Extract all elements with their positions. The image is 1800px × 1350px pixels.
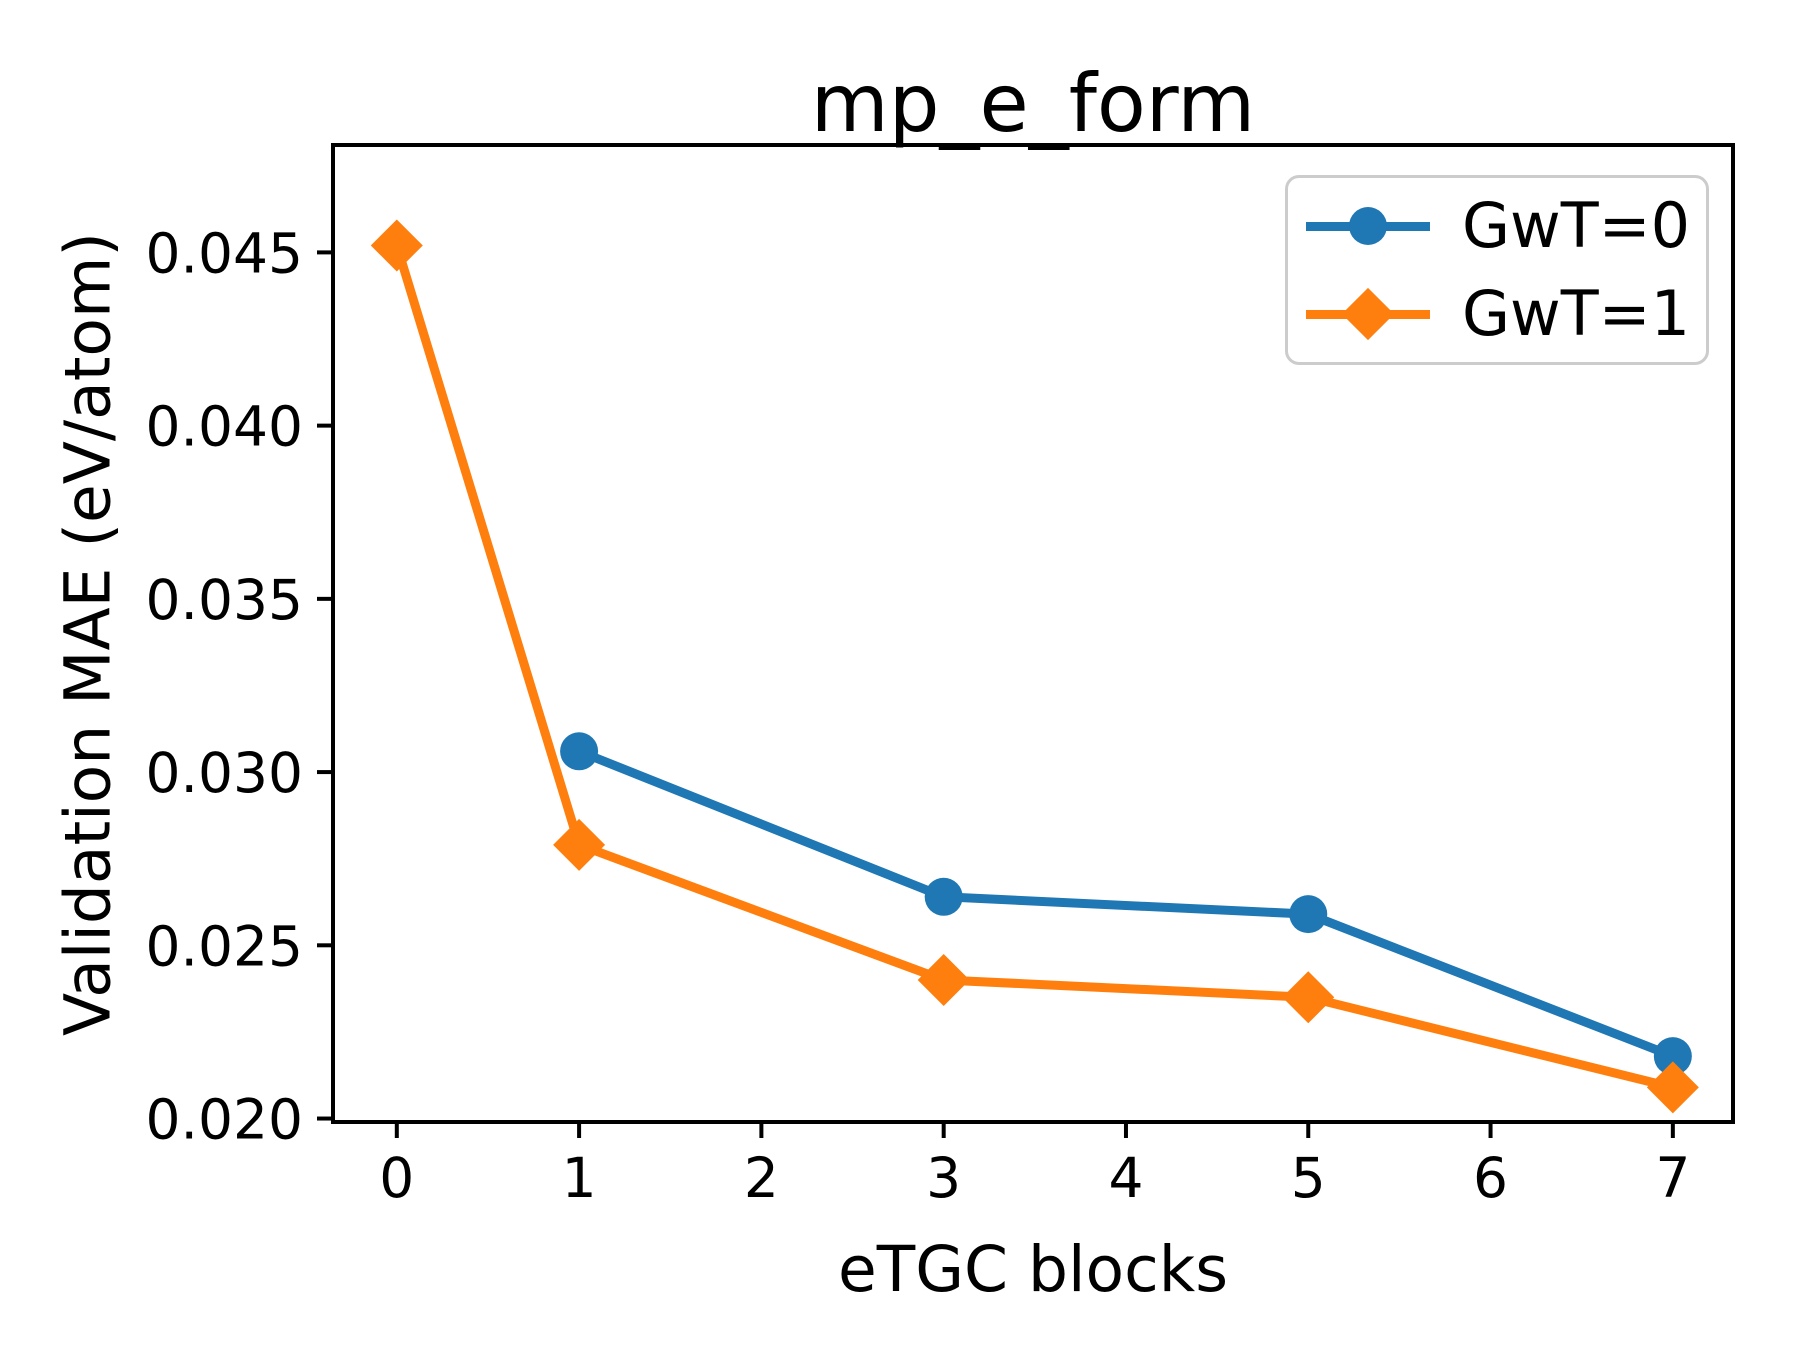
x-tick-label: 3 bbox=[926, 1146, 961, 1210]
legend-label-gwt0: GwT=0 bbox=[1462, 189, 1691, 262]
legend: GwT=0 GwT=1 bbox=[1285, 175, 1709, 365]
series-line-gwt1 bbox=[392, 240, 1678, 1092]
x-tick-label: 4 bbox=[1108, 1146, 1143, 1210]
y-tick-label: 0.020 bbox=[146, 1088, 303, 1152]
legend-label-gwt1: GwT=1 bbox=[1462, 277, 1691, 350]
legend-sample-gwt0 bbox=[1306, 207, 1430, 245]
data-point-diamond bbox=[553, 818, 606, 871]
y-tick-label: 0.025 bbox=[146, 914, 303, 978]
x-axis-label: eTGC blocks bbox=[837, 1233, 1229, 1306]
legend-item-gwt1: GwT=1 bbox=[1306, 274, 1706, 354]
circle-marker-icon bbox=[1349, 207, 1387, 245]
data-point-circle bbox=[1653, 1037, 1692, 1076]
y-tick-label: 0.045 bbox=[146, 221, 303, 285]
diamond-marker-icon bbox=[1341, 287, 1395, 341]
x-tick-label: 1 bbox=[562, 1146, 597, 1210]
data-point-circle bbox=[560, 732, 599, 771]
x-tick-label: 2 bbox=[744, 1146, 779, 1210]
x-tick-label: 6 bbox=[1473, 1146, 1508, 1210]
legend-item-gwt0: GwT=0 bbox=[1306, 186, 1706, 266]
series-line-gwt0 bbox=[574, 746, 1678, 1061]
data-point-diamond bbox=[1646, 1061, 1699, 1114]
x-tick-label: 5 bbox=[1291, 1146, 1326, 1210]
legend-sample-gwt1 bbox=[1306, 287, 1430, 341]
data-point-diamond bbox=[917, 953, 970, 1006]
y-axis-label: Validation MAE (eV/atom) bbox=[51, 232, 125, 1036]
y-tick-label: 0.035 bbox=[146, 568, 303, 632]
data-point-diamond bbox=[1282, 971, 1335, 1024]
data-point-circle bbox=[924, 877, 963, 916]
x-tick-label: 0 bbox=[379, 1146, 414, 1210]
y-tick-label: 0.040 bbox=[146, 395, 303, 459]
y-tick-label: 0.030 bbox=[146, 741, 303, 805]
data-point-circle bbox=[1289, 895, 1328, 934]
chart-title: mp_e_form bbox=[810, 57, 1256, 150]
x-tick-label: 7 bbox=[1655, 1146, 1690, 1210]
plot-border bbox=[331, 143, 1735, 1124]
data-point-diamond bbox=[370, 219, 423, 272]
